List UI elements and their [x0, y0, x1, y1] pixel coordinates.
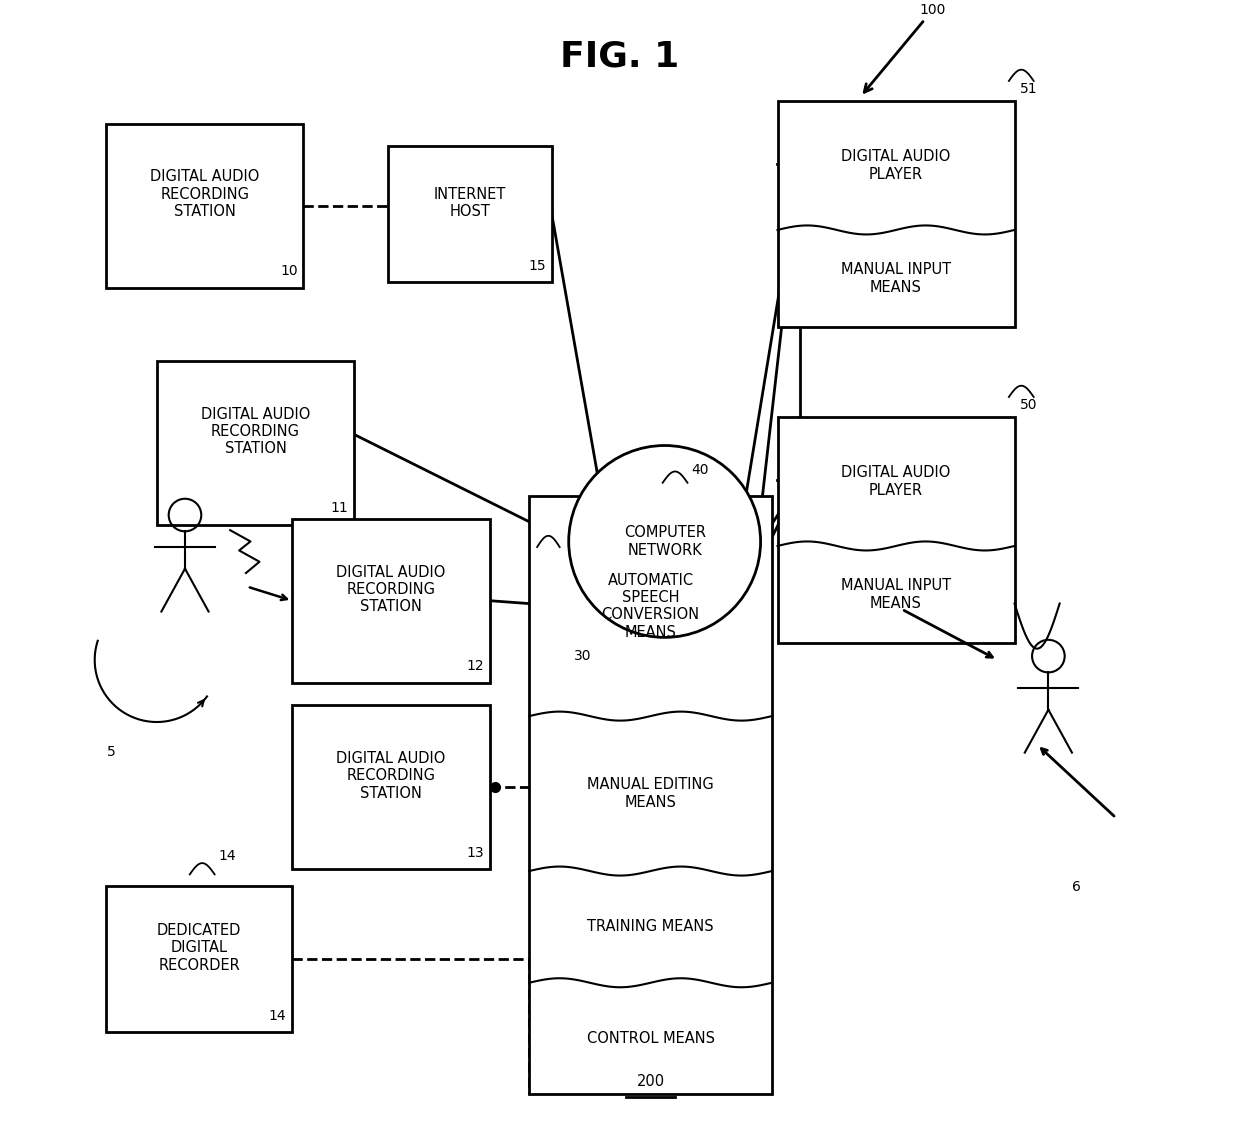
Bar [388, 146, 551, 282]
Text: AUTOMATIC
SPEECH
CONVERSION
MEANS: AUTOMATIC SPEECH CONVERSION MEANS [601, 573, 700, 640]
Text: FIG. 1: FIG. 1 [560, 39, 679, 73]
Text: TRAINING MEANS: TRAINING MEANS [587, 920, 714, 934]
Text: 200: 200 [637, 1074, 664, 1089]
Text: 51: 51 [1020, 82, 1038, 96]
Bar [778, 418, 1015, 644]
Text: 100: 100 [865, 2, 947, 92]
Text: 12: 12 [466, 659, 484, 673]
Text: CONTROL MEANS: CONTROL MEANS [586, 1031, 715, 1046]
Text: DIGITAL AUDIO
RECORDING
STATION: DIGITAL AUDIO RECORDING STATION [336, 751, 446, 801]
Text: DIGITAL AUDIO
RECORDING
STATION: DIGITAL AUDIO RECORDING STATION [150, 170, 259, 219]
Bar [157, 361, 354, 525]
Text: 30: 30 [575, 649, 592, 663]
Text: MANUAL EDITING
MEANS: MANUAL EDITING MEANS [587, 777, 714, 810]
Text: 15: 15 [529, 259, 546, 273]
Circle shape [569, 445, 761, 638]
Bar [529, 496, 772, 1094]
Bar [292, 705, 489, 868]
Text: 11: 11 [331, 502, 348, 516]
Bar [107, 885, 292, 1033]
Text: MANUAL INPUT
MEANS: MANUAL INPUT MEANS [841, 578, 952, 610]
Bar [778, 102, 1015, 327]
Text: 50: 50 [1020, 398, 1037, 412]
Text: MANUAL INPUT
MEANS: MANUAL INPUT MEANS [841, 262, 952, 294]
Text: 40: 40 [691, 463, 709, 477]
Text: DIGITAL AUDIO
PLAYER: DIGITAL AUDIO PLAYER [841, 149, 950, 181]
Text: DIGITAL AUDIO
RECORDING
STATION: DIGITAL AUDIO RECORDING STATION [336, 565, 446, 614]
Text: 5: 5 [108, 745, 116, 759]
Bar [292, 519, 489, 682]
Text: 13: 13 [466, 845, 484, 859]
Text: COMPUTER
NETWORK: COMPUTER NETWORK [623, 525, 706, 558]
Text: DEDICATED
DIGITAL
RECORDER: DEDICATED DIGITAL RECORDER [157, 923, 242, 972]
Text: DIGITAL AUDIO
RECORDING
STATION: DIGITAL AUDIO RECORDING STATION [201, 406, 310, 456]
Text: 14: 14 [218, 849, 235, 863]
Text: DIGITAL AUDIO
PLAYER: DIGITAL AUDIO PLAYER [841, 466, 950, 497]
Text: 10: 10 [280, 265, 297, 278]
Text: INTERNET
HOST: INTERNET HOST [434, 187, 507, 219]
Text: 6: 6 [1072, 880, 1080, 895]
Bar [107, 124, 304, 288]
Text: 14: 14 [269, 1010, 286, 1023]
